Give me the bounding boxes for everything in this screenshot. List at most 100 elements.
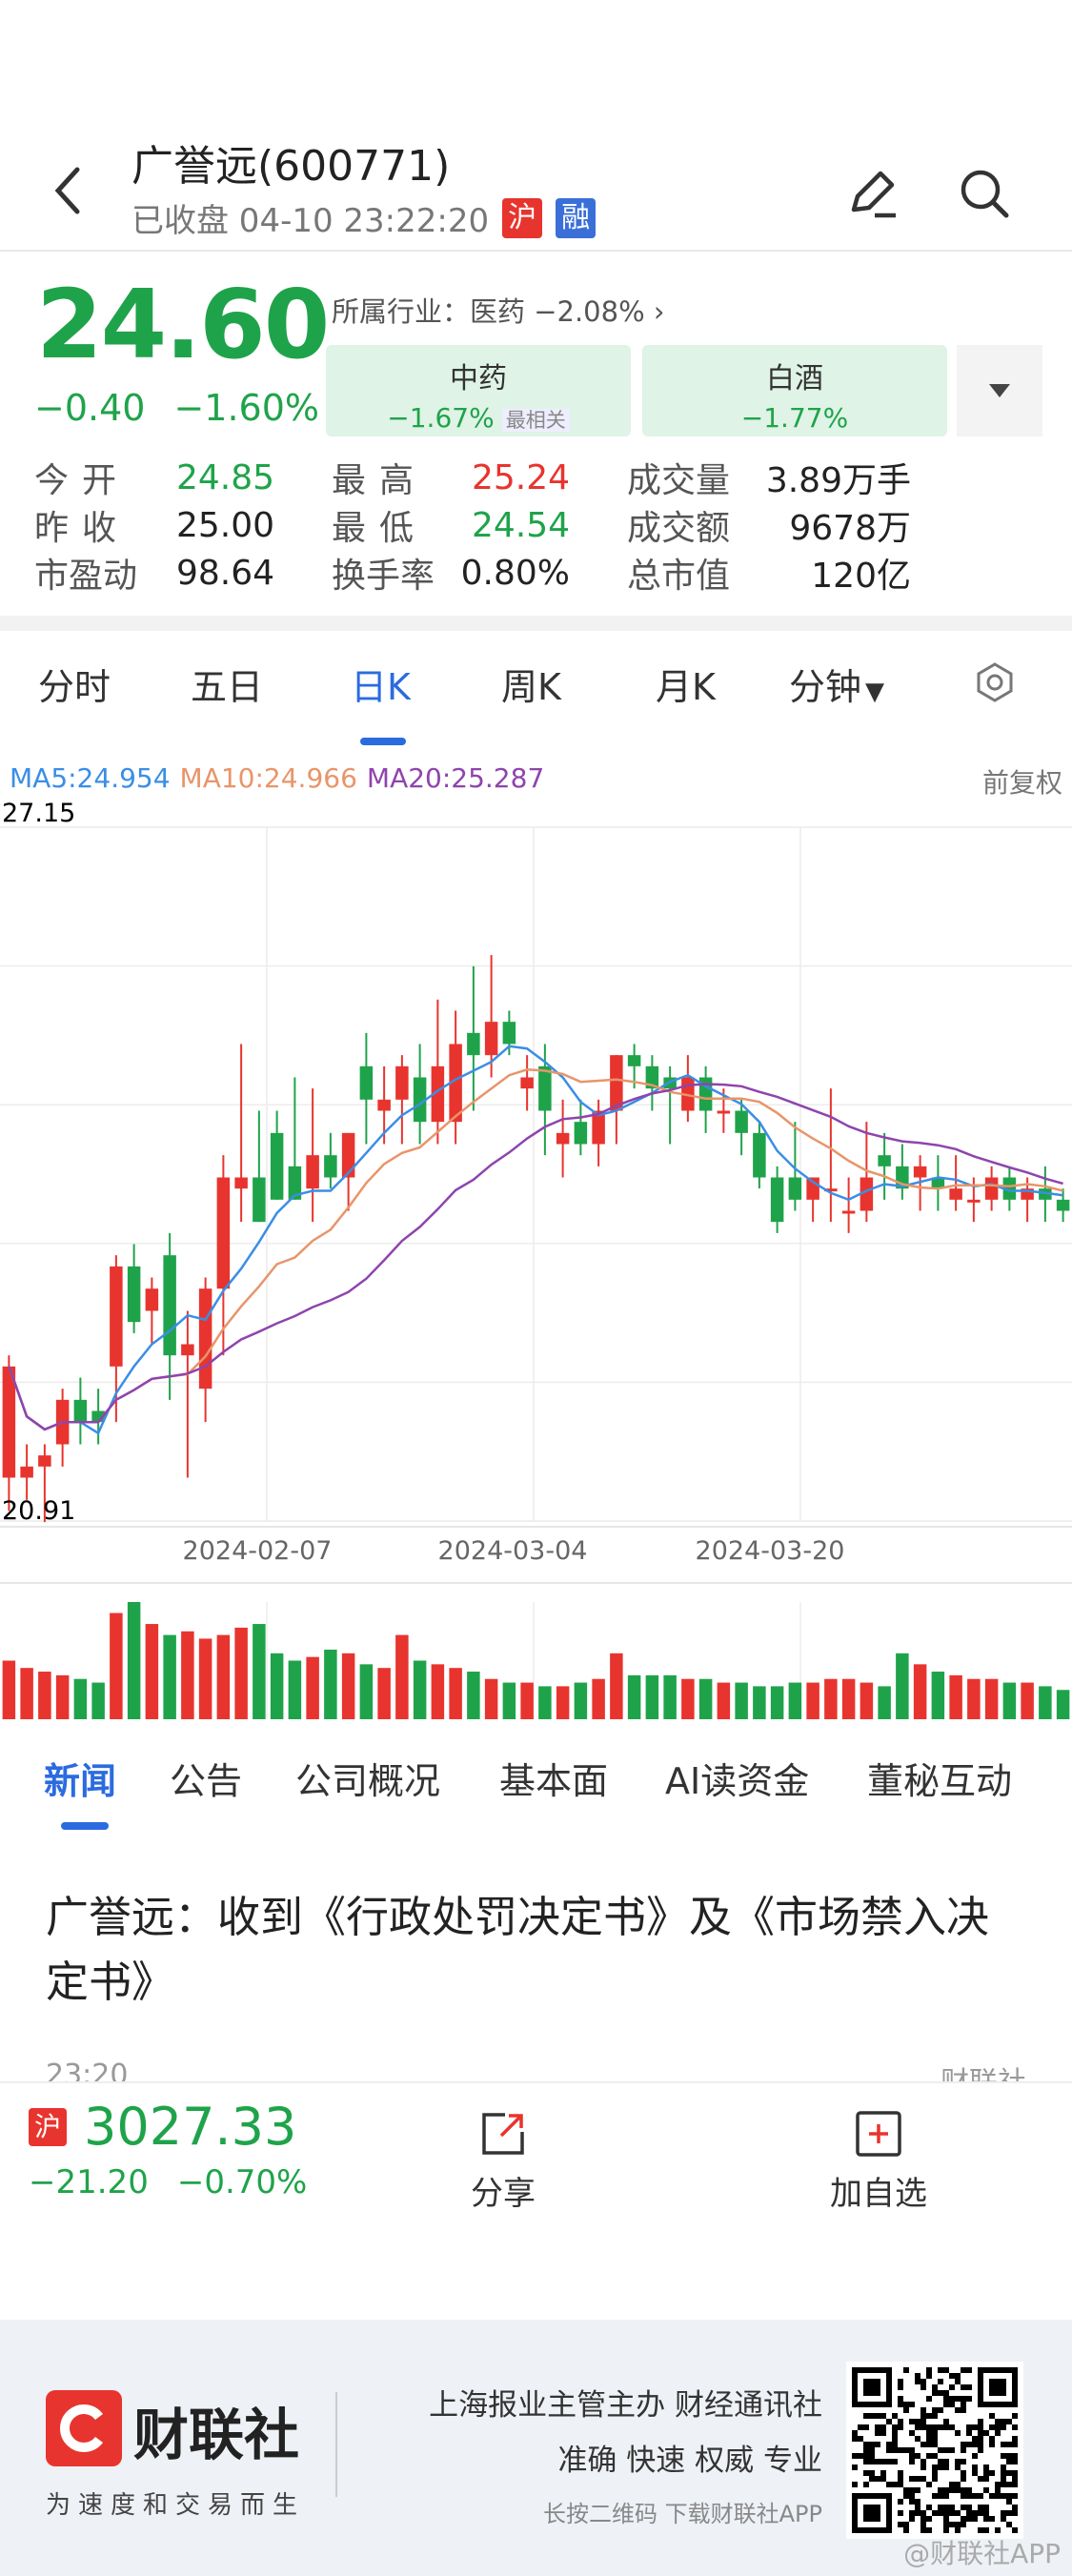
kline-chart[interactable]: 27.15 20.91 2024-02-07 2024-03-04 2024-03-…	[0, 797, 1072, 1723]
search-button[interactable]	[951, 160, 1018, 227]
qr-module	[920, 2424, 926, 2430]
volume-bar	[306, 1656, 319, 1719]
qr-module	[932, 2453, 938, 2459]
qr-code[interactable]	[846, 2362, 1023, 2539]
qr-module	[978, 2527, 983, 2533]
tab-monthly-k[interactable]: 月K	[656, 666, 716, 708]
qr-module	[915, 2436, 920, 2442]
qr-module	[943, 2419, 949, 2424]
tab-weekly-k[interactable]: 周K	[501, 666, 561, 708]
qr-module	[892, 2447, 898, 2453]
volume-bar	[984, 1678, 999, 1719]
qr-module	[938, 2379, 943, 2384]
qr-module	[932, 2407, 938, 2413]
volume-bar	[91, 1682, 105, 1719]
qr-module	[932, 2470, 938, 2476]
tab-announcements[interactable]: 公告	[170, 1760, 243, 1802]
y-max-label: 27.15	[2, 799, 75, 828]
volume-bar	[198, 1638, 212, 1719]
add-watchlist-button[interactable]: 加自选	[783, 2100, 974, 2214]
tab-company-profile[interactable]: 公司概况	[295, 1760, 441, 1802]
qr-module	[1001, 2482, 1006, 2487]
qr-module	[920, 2384, 926, 2390]
volume-bar	[896, 1653, 909, 1719]
chart-grid	[0, 826, 1072, 1719]
qr-module	[898, 2476, 903, 2482]
candle-body	[234, 1177, 248, 1189]
index-value[interactable]: 3027.33	[84, 2097, 297, 2157]
tab-ai-funds[interactable]: AI读资金	[665, 1760, 810, 1802]
candle-body	[324, 1155, 337, 1178]
qr-module	[966, 2505, 972, 2510]
qr-module	[949, 2384, 955, 2390]
edit-button[interactable]	[839, 160, 905, 227]
qr-module	[858, 2436, 863, 2442]
qr-module	[1012, 2493, 1018, 2499]
industry-link[interactable]: 所属行业：医药 −2.08% ›	[332, 290, 664, 330]
qr-module	[898, 2482, 903, 2487]
qr-module	[869, 2476, 875, 2482]
volume-bar	[717, 1682, 731, 1719]
tab-news[interactable]: 新闻	[44, 1760, 117, 1802]
qr-module	[943, 2522, 949, 2527]
candle-body	[610, 1055, 623, 1111]
qr-module	[943, 2527, 949, 2533]
last-price: 24.60	[36, 269, 330, 380]
volume-bar	[753, 1686, 766, 1719]
qr-module	[1012, 2442, 1018, 2447]
qr-module	[1006, 2499, 1012, 2505]
qr-module	[989, 2516, 995, 2522]
candle-body	[431, 1065, 445, 1123]
qr-module	[949, 2402, 955, 2407]
qr-module	[995, 2487, 1001, 2493]
tab-fundamentals[interactable]: 基本面	[499, 1760, 609, 1802]
logo-c-icon	[60, 2404, 103, 2452]
share-button[interactable]: 分享	[408, 2100, 598, 2214]
qr-module	[863, 2482, 869, 2487]
qr-module	[938, 2367, 943, 2373]
qr-module	[978, 2447, 983, 2453]
share-icon	[482, 2113, 524, 2155]
sector-card-1[interactable]: 中药 −1.67% 最相关	[326, 345, 631, 436]
qr-module	[863, 2442, 869, 2447]
news-headline[interactable]: 广誉远：收到《行政处罚决定书》及《市场禁入决定书》	[46, 1892, 990, 2007]
qr-module	[909, 2419, 915, 2424]
tab-daily-k[interactable]: 日K	[351, 666, 411, 708]
industry-text: 所属行业：医药 −2.08%	[332, 295, 654, 328]
qr-module	[943, 2424, 949, 2430]
tab-minute[interactable]: 分钟 ▼	[789, 658, 884, 710]
adjust-mode-button[interactable]: 前复权	[981, 767, 1062, 799]
qr-module	[932, 2476, 938, 2482]
qr-module	[926, 2442, 932, 2447]
volume-bar	[234, 1627, 248, 1719]
qr-module	[932, 2390, 938, 2396]
stat-label: 换手率	[332, 557, 435, 596]
qr-module	[1006, 2493, 1012, 2499]
qr-module	[949, 2505, 955, 2510]
chart-settings-button[interactable]	[974, 661, 1016, 712]
volume-bar	[770, 1686, 784, 1719]
qr-module	[961, 2505, 966, 2510]
sector-expand-button[interactable]	[957, 345, 1042, 436]
qr-module	[938, 2447, 943, 2453]
qr-module	[926, 2527, 932, 2533]
qr-module	[920, 2442, 926, 2447]
qr-module	[972, 2516, 978, 2522]
sector-card-2[interactable]: 白酒 −1.77%	[642, 345, 947, 436]
qr-module	[892, 2482, 898, 2487]
volume-bar	[806, 1682, 819, 1719]
back-button[interactable]	[38, 152, 95, 229]
candle-body	[2, 1366, 16, 1478]
qr-module	[995, 2482, 1001, 2487]
qr-module	[966, 2442, 972, 2447]
qr-module	[880, 2430, 886, 2436]
stat-value: 25.00	[175, 505, 274, 545]
tab-board-secretary[interactable]: 董秘互动	[867, 1760, 1013, 1802]
volume-bar	[467, 1672, 480, 1719]
tab-five-day[interactable]: 五日	[191, 666, 264, 708]
volume-bar	[860, 1682, 874, 1719]
candle-body	[413, 1077, 427, 1123]
stats-grid: 今开 24.85 最高 25.24 成交量 3.89万手 昨收 25.00 最低…	[34, 454, 1044, 597]
tab-intraday[interactable]: 分时	[38, 666, 111, 708]
qr-module	[949, 2424, 955, 2430]
